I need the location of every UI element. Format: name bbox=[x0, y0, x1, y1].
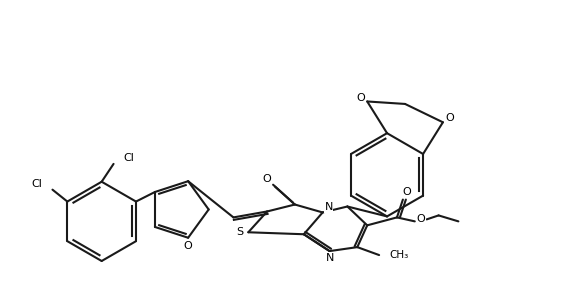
Text: Cl: Cl bbox=[32, 179, 42, 189]
Text: O: O bbox=[416, 214, 425, 224]
Text: O: O bbox=[263, 174, 272, 184]
Text: N: N bbox=[324, 203, 333, 213]
Text: S: S bbox=[236, 227, 243, 237]
Text: N: N bbox=[327, 253, 334, 263]
Text: CH₃: CH₃ bbox=[389, 250, 408, 260]
Text: O: O bbox=[356, 92, 364, 102]
Text: Cl: Cl bbox=[124, 153, 134, 163]
Text: O: O bbox=[445, 113, 454, 123]
Text: O: O bbox=[184, 241, 193, 251]
Text: O: O bbox=[402, 187, 411, 197]
